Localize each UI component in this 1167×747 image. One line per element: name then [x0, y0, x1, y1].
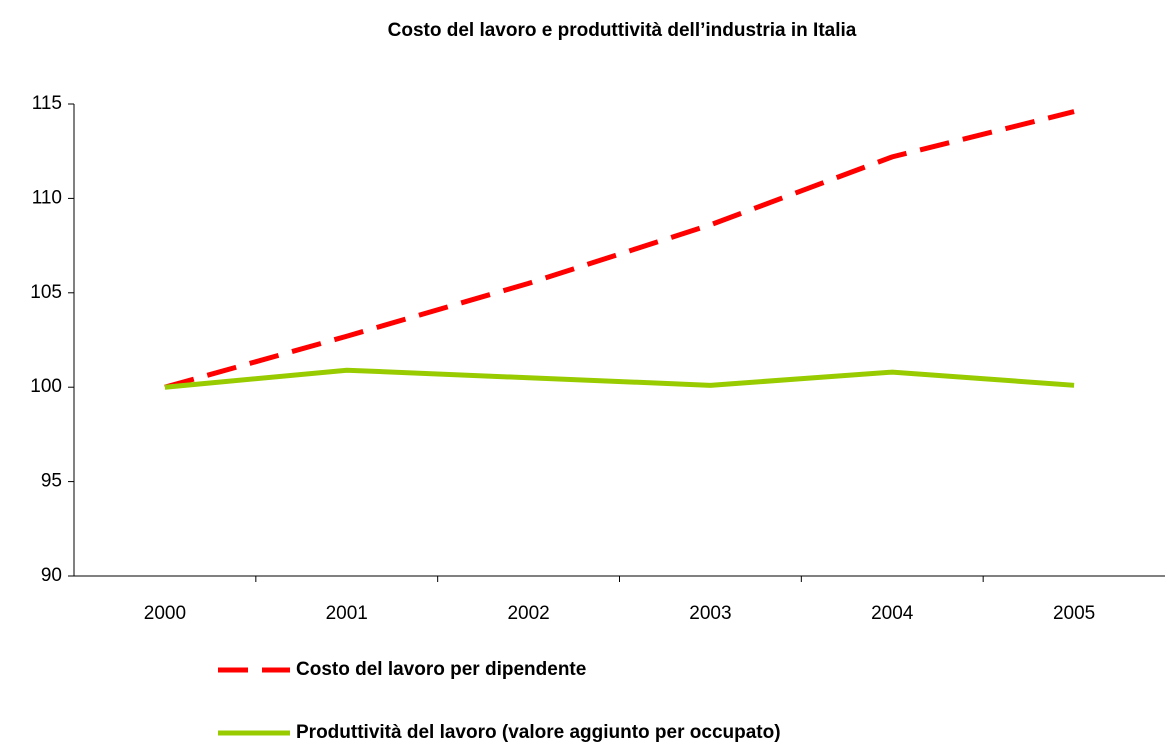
x-tick-label: 2002 [507, 603, 549, 624]
y-tick-label: 105 [30, 282, 62, 303]
y-tick-label: 115 [32, 93, 62, 114]
y-tick-label: 110 [32, 187, 62, 208]
x-tick-label: 2005 [1053, 603, 1095, 624]
legend-label: Produttività del lavoro (valore aggiunto… [296, 722, 781, 743]
y-tick-label: 95 [41, 471, 62, 492]
chart-title: Costo del lavoro e produttività dell’ind… [388, 20, 857, 41]
x-tick-label: 2000 [144, 603, 186, 624]
series-line [164, 367, 1075, 390]
x-tick-label: 2004 [871, 603, 914, 624]
legend-label: Costo del lavoro per dipendente [296, 659, 586, 680]
x-tick-label: 2001 [326, 603, 368, 624]
y-tick-label: 100 [30, 376, 62, 397]
x-tick-label: 2003 [689, 603, 731, 624]
y-tick-label: 90 [41, 565, 62, 586]
series-line [164, 109, 1075, 390]
